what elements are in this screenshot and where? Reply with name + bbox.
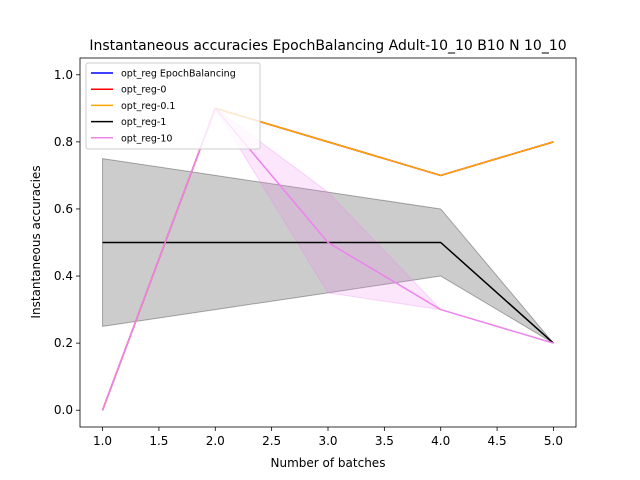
legend-label-opt_reg EpochBalancing: opt_reg EpochBalancing — [121, 69, 236, 80]
x-tick-label: 1.5 — [149, 434, 168, 448]
x-tick-label: 2.5 — [262, 434, 281, 448]
x-tick-label: 5.0 — [544, 434, 563, 448]
y-tick-label: 0.6 — [54, 202, 73, 216]
x-axis-ticks: 1.0 1.5 2.0 2.5 3.0 3.5 4.0 4.5 5.0 — [93, 427, 563, 448]
x-tick-label: 3.0 — [318, 434, 337, 448]
x-tick-label: 1.0 — [93, 434, 112, 448]
series-lines — [101, 107, 554, 411]
confidence-bands — [102, 107, 554, 411]
band-opt_reg-1 — [102, 158, 554, 344]
legend-label-opt_reg-0.1: opt_reg-0.1 — [121, 101, 175, 112]
x-tick-label: 2.0 — [206, 434, 225, 448]
legend-label-opt_reg-10: opt_reg-10 — [121, 133, 172, 144]
y-axis-ticks: 0.0 0.2 0.4 0.6 0.8 1.0 — [54, 68, 80, 417]
y-tick-label: 0.2 — [54, 336, 73, 350]
legend-label-opt_reg-1: opt_reg-1 — [121, 117, 166, 128]
y-tick-label: 1.0 — [54, 68, 73, 82]
x-tick-label: 3.5 — [375, 434, 394, 448]
legend: opt_reg EpochBalancing opt_reg-0 opt_reg-0… — [85, 62, 261, 150]
y-axis-label: Instantaneous accuracies — [29, 165, 43, 318]
legend-box — [85, 62, 261, 150]
x-tick-label: 4.0 — [431, 434, 450, 448]
x-tick-label: 4.5 — [488, 434, 507, 448]
x-axis-label: Number of batches — [271, 456, 386, 470]
y-tick-label: 0.0 — [54, 403, 73, 417]
chart-title: Instantaneous accuracies EpochBalancing … — [89, 38, 566, 54]
legend-label-opt_reg-0: opt_reg-0 — [121, 85, 166, 96]
y-tick-label: 0.8 — [54, 135, 73, 149]
y-tick-label: 0.4 — [54, 269, 73, 283]
